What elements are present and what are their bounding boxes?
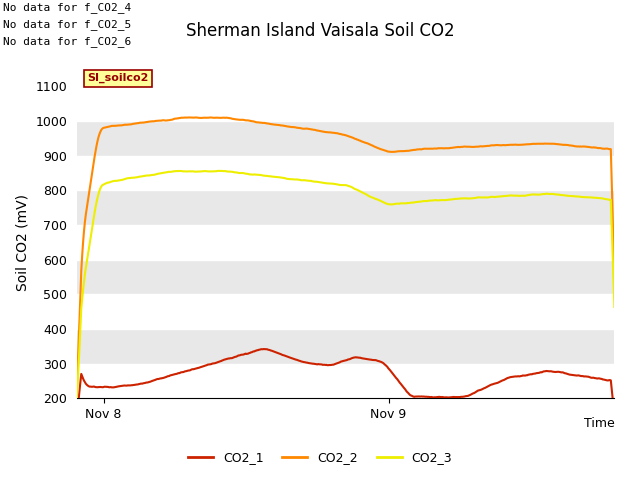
- Text: No data for f_CO2_5: No data for f_CO2_5: [3, 19, 131, 30]
- Text: SI_soilco2: SI_soilco2: [88, 73, 149, 84]
- Bar: [77, 225, 614, 260]
- Legend: CO2_1, CO2_2, CO2_3: CO2_1, CO2_2, CO2_3: [183, 446, 457, 469]
- Bar: [77, 86, 614, 121]
- Text: No data for f_CO2_6: No data for f_CO2_6: [3, 36, 131, 47]
- Bar: [77, 364, 614, 398]
- Bar: [77, 329, 614, 364]
- Bar: [77, 121, 614, 156]
- Bar: [77, 294, 614, 329]
- Y-axis label: Soil CO2 (mV): Soil CO2 (mV): [15, 194, 29, 291]
- Bar: [77, 156, 614, 191]
- Bar: [77, 260, 614, 294]
- Text: Time: Time: [584, 417, 614, 430]
- Text: Sherman Island Vaisala Soil CO2: Sherman Island Vaisala Soil CO2: [186, 22, 454, 40]
- Bar: [77, 191, 614, 225]
- Text: No data for f_CO2_4: No data for f_CO2_4: [3, 2, 131, 13]
